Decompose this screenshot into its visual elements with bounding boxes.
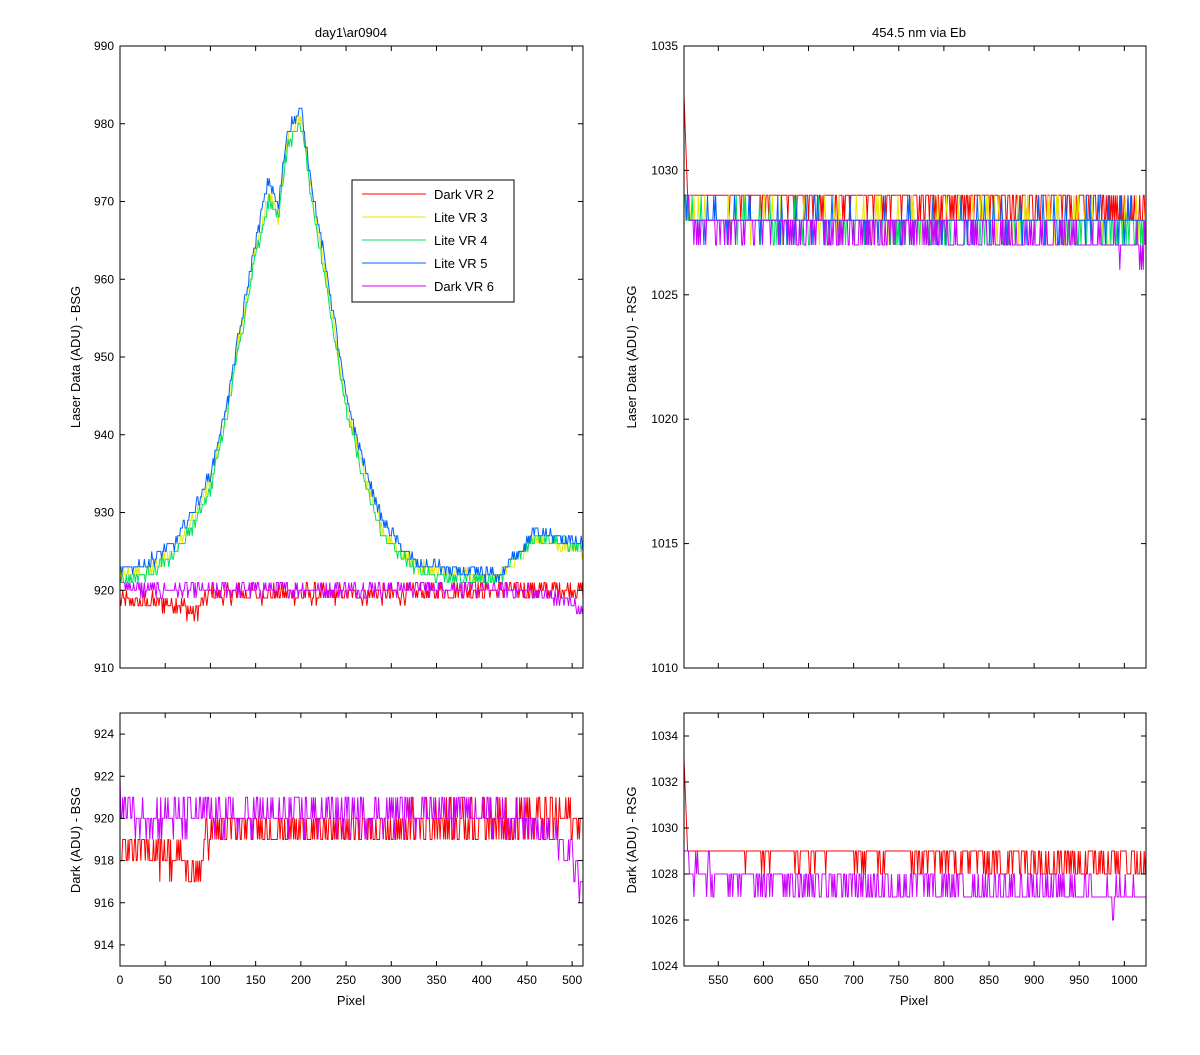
y-tick-label: 1028 bbox=[651, 867, 678, 881]
x-tick-label: 450 bbox=[517, 973, 537, 987]
series-line-dark-vr-6 bbox=[684, 194, 1146, 270]
series-line-dark-vr-6 bbox=[120, 574, 583, 615]
x-tick-label: 850 bbox=[979, 973, 999, 987]
y-tick-label: 1010 bbox=[651, 661, 678, 675]
legend-box bbox=[351, 179, 515, 303]
series-line-dark-vr-2 bbox=[684, 758, 1146, 875]
x-tick-label: 350 bbox=[426, 973, 446, 987]
plot-area bbox=[120, 107, 583, 622]
legend-label-lite-vr3: Lite VR 3 bbox=[434, 210, 487, 225]
y-tick-label: 1015 bbox=[651, 537, 678, 551]
panel-bsg-laser: day1\ar0904 Laser Data (ADU) - BSG 910 92… bbox=[68, 25, 584, 675]
series-line-lite-vr-5 bbox=[120, 107, 583, 583]
y-tick-label: 916 bbox=[94, 896, 114, 910]
plot-area bbox=[684, 95, 1146, 270]
y-tick-label: 920 bbox=[94, 811, 114, 825]
axes-frame bbox=[683, 712, 1147, 967]
plot-area bbox=[684, 758, 1146, 921]
y-tick-label: 1034 bbox=[651, 729, 678, 743]
x-tick-label: 100 bbox=[200, 973, 220, 987]
y-tick-label: 930 bbox=[94, 506, 114, 520]
y-tick-label: 980 bbox=[94, 117, 114, 131]
x-tick-label: 600 bbox=[753, 973, 773, 987]
panel-rsg-dark: Pixel Dark (ADU) - RSG 1024 1026 1028 1030 1… bbox=[624, 712, 1147, 1008]
x-tick-label: 500 bbox=[562, 973, 582, 987]
x-tick-label: 650 bbox=[799, 973, 819, 987]
y-tick-label: 910 bbox=[94, 661, 114, 675]
series-line-dark-vr-6 bbox=[684, 850, 1146, 921]
y-tick-label: 1035 bbox=[651, 39, 678, 53]
y-tick-label: 918 bbox=[94, 854, 114, 868]
y-tick-label: 950 bbox=[94, 350, 114, 364]
x-tick-label: 900 bbox=[1024, 973, 1044, 987]
x-tick-label: 300 bbox=[381, 973, 401, 987]
y-tick-label: 960 bbox=[94, 272, 114, 286]
x-tick-label: 550 bbox=[708, 973, 728, 987]
plot-area bbox=[120, 776, 583, 903]
y-tick-label: 920 bbox=[94, 583, 114, 597]
panel-bsg-dark: Pixel Dark (ADU) - BSG 914 916 918 920 922 92… bbox=[68, 712, 584, 1008]
panel-rsg-laser: 454.5 nm via Eb Laser Data (ADU) - RSG 1… bbox=[624, 25, 1147, 675]
y-tick-label: 1020 bbox=[651, 412, 678, 426]
series-line-dark-vr-2 bbox=[120, 582, 583, 622]
y-tick-label: 1032 bbox=[651, 775, 678, 789]
y-tick-label: 914 bbox=[94, 938, 114, 952]
x-tick-label: 700 bbox=[844, 973, 864, 987]
y-tick-label: 940 bbox=[94, 428, 114, 442]
y-axis-label: Laser Data (ADU) - RSG bbox=[624, 285, 639, 428]
x-tick-label: 200 bbox=[291, 973, 311, 987]
y-tick-label: 1025 bbox=[651, 288, 678, 302]
legend-label-dark-vr2: Dark VR 2 bbox=[434, 187, 494, 202]
x-axis-label: Pixel bbox=[337, 993, 365, 1008]
series-line-dark-vr-6 bbox=[120, 776, 583, 903]
legend: Dark VR 2 Lite VR 3 Lite VR 4 Lite VR 5 … bbox=[351, 179, 515, 303]
y-tick-label: 990 bbox=[94, 39, 114, 53]
x-tick-label: 950 bbox=[1069, 973, 1089, 987]
x-tick-label: 0 bbox=[117, 973, 124, 987]
y-tick-label: 1030 bbox=[651, 163, 678, 177]
x-axis-label: Pixel bbox=[900, 993, 928, 1008]
x-tick-label: 800 bbox=[934, 973, 954, 987]
x-tick-label: 150 bbox=[246, 973, 266, 987]
x-tick-label: 250 bbox=[336, 973, 356, 987]
y-tick-label: 1030 bbox=[651, 821, 678, 835]
y-tick-label: 1024 bbox=[651, 959, 678, 973]
x-tick-label: 50 bbox=[159, 973, 173, 987]
y-tick-label: 1026 bbox=[651, 913, 678, 927]
x-tick-label: 1000 bbox=[1111, 973, 1138, 987]
y-axis-label: Dark (ADU) - BSG bbox=[68, 787, 83, 893]
axes-frame bbox=[683, 45, 1147, 669]
legend-label-lite-vr5: Lite VR 5 bbox=[434, 256, 487, 271]
y-axis-label: Dark (ADU) - RSG bbox=[624, 787, 639, 894]
x-tick-label: 400 bbox=[472, 973, 492, 987]
x-tick-label: 750 bbox=[889, 973, 909, 987]
axes-frame bbox=[119, 712, 584, 967]
y-axis-label: Laser Data (ADU) - BSG bbox=[68, 286, 83, 428]
y-tick-label: 924 bbox=[94, 727, 114, 741]
chart-title: day1\ar0904 bbox=[315, 25, 387, 40]
y-tick-label: 922 bbox=[94, 769, 114, 783]
series-line-dark-vr-2 bbox=[684, 95, 1146, 221]
legend-label-lite-vr4: Lite VR 4 bbox=[434, 233, 487, 248]
axes-frame bbox=[119, 45, 584, 669]
y-tick-label: 970 bbox=[94, 195, 114, 209]
legend-label-dark-vr6: Dark VR 6 bbox=[434, 279, 494, 294]
chart-title: 454.5 nm via Eb bbox=[872, 25, 966, 40]
